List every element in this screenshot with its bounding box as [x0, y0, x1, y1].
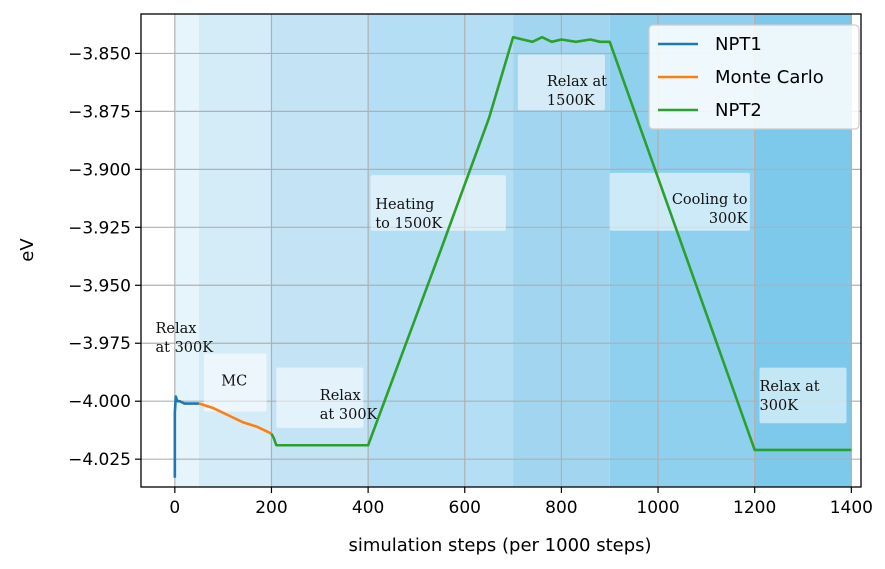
y-axis-label: eV — [17, 238, 38, 262]
annotation-text-3-1: to 1500K — [375, 216, 443, 232]
annotation-text-2-1: at 300K — [320, 407, 379, 423]
y-tick-label-6: −4.000 — [68, 392, 131, 412]
legend-label-monte-carlo: Monte Carlo — [715, 67, 824, 88]
annotation-box-5 — [609, 172, 750, 231]
annotation-text-3-0: Heating — [375, 197, 434, 213]
y-tick-label-1: −3.875 — [68, 102, 131, 122]
x-tick-label-1: 200 — [255, 498, 287, 518]
series-line-npt1 — [173, 395, 199, 478]
annotation-box-3 — [370, 175, 506, 231]
annotation-text-0-0: Relax — [155, 321, 196, 337]
stage-band-1 — [174, 14, 199, 487]
y-tick-label-4: −3.950 — [68, 276, 131, 296]
stage-band-8 — [851, 14, 861, 487]
data-series — [173, 35, 852, 478]
y-tick-label-2: −3.900 — [68, 160, 131, 180]
annotation-text-6-1: 300K — [760, 398, 800, 414]
x-tick-label-2: 400 — [352, 498, 384, 518]
annotation-box-6 — [759, 367, 847, 424]
legend-box — [648, 24, 860, 130]
stage-band-0 — [141, 14, 175, 487]
y-tick-label-0: −3.850 — [68, 44, 131, 64]
annotation-text-5-0: Cooling to — [672, 192, 748, 208]
y-tick-label-7: −4.025 — [68, 450, 131, 470]
annotation-text-2-0: Relax — [320, 388, 361, 404]
annotation-text-5-1: 300K — [709, 211, 749, 227]
y-tick-label-5: −3.975 — [68, 334, 131, 354]
annotation-text-6-0: Relax at — [760, 379, 820, 395]
x-tick-label-7: 1400 — [830, 498, 873, 518]
stage-band-2 — [198, 14, 272, 487]
annotation-box-4 — [517, 54, 605, 111]
x-axis-label: simulation steps (per 1000 steps) — [348, 535, 651, 556]
axes: 0 200 400 600 800 1000 1200 1400 −3.850 −3.875 −3.… — [68, 13, 873, 518]
plot-frame — [140, 13, 862, 488]
legend-label-npt1: NPT1 — [715, 34, 762, 55]
annotation-text-1-0: MC — [221, 373, 247, 389]
annotation-text-4-0: Relax at — [547, 74, 607, 90]
legend-label-npt2: NPT2 — [715, 100, 762, 121]
annotation-box-2 — [276, 367, 364, 428]
series-line-monte-carlo — [198, 402, 273, 435]
x-tick-label-5: 1000 — [636, 498, 679, 518]
annotation-text-4-1: 1500K — [547, 93, 596, 109]
x-tick-label-4: 800 — [545, 498, 577, 518]
x-tick-label-6: 1200 — [733, 498, 776, 518]
annotation-box-1 — [203, 353, 267, 412]
x-tick-label-0: 0 — [169, 498, 180, 518]
y-tick-label-3: −3.925 — [68, 218, 131, 238]
x-tick-label-3: 600 — [449, 498, 481, 518]
annotation-text-0-1: at 300K — [155, 340, 214, 356]
series-line-npt2 — [270, 35, 852, 452]
stage-annotations: Relax at 300K MC Relax at 300K Heating to 1500… — [155, 54, 847, 428]
legend: NPT1 Monte Carlo NPT2 — [648, 24, 860, 130]
